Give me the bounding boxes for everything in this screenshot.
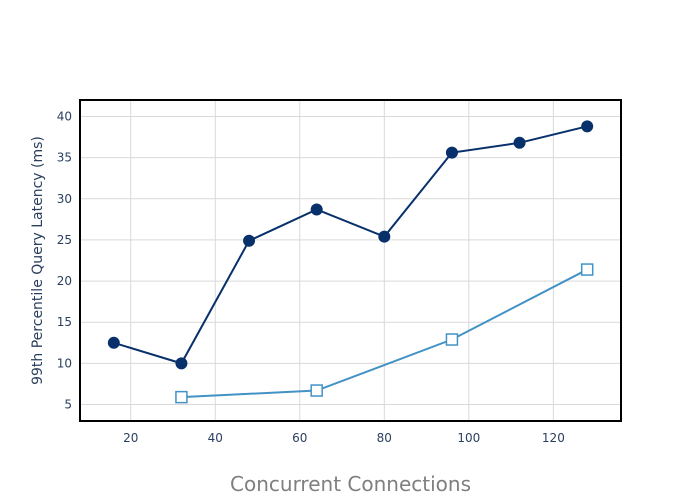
x-tick-label: 20 <box>123 431 138 445</box>
data-point <box>310 384 323 397</box>
series-layer <box>107 120 594 404</box>
data-point <box>580 263 594 276</box>
x-tick-label: 120 <box>542 431 565 445</box>
x-tick-label: 100 <box>457 431 480 445</box>
y-tick-label: 5 <box>64 398 72 412</box>
y-tick-label: 35 <box>57 151 72 165</box>
tick-labels: 20 40 60 80 100 120 5 10 15 20 25 30 35 40 <box>57 109 565 445</box>
data-point <box>445 333 459 346</box>
y-tick-label: 10 <box>57 356 72 370</box>
x-tick-label: 80 <box>377 431 392 445</box>
data-point <box>310 203 323 216</box>
series-2-line <box>181 268 588 399</box>
y-tick-label: 30 <box>57 192 72 206</box>
series-1 <box>107 120 594 370</box>
y-tick-label: 20 <box>57 274 72 288</box>
series-2 <box>175 263 594 404</box>
data-point <box>378 230 391 243</box>
grid <box>80 100 621 421</box>
data-point <box>175 357 188 370</box>
data-point <box>175 390 188 404</box>
data-point <box>243 234 256 247</box>
y-tick-label: 25 <box>57 233 72 247</box>
x-axis-label: Concurrent Connections <box>230 472 471 496</box>
data-point <box>513 136 526 149</box>
y-axis-label: 99th Percentile Query Latency (ms) <box>30 136 46 385</box>
data-point <box>581 120 594 133</box>
x-tick-label: 40 <box>208 431 223 445</box>
plot-area-frame <box>79 99 622 422</box>
series-1-line <box>113 125 588 365</box>
data-point <box>107 336 120 349</box>
y-tick-label: 40 <box>57 109 72 123</box>
x-tick-label: 60 <box>292 431 307 445</box>
data-point <box>445 146 458 159</box>
y-tick-label: 15 <box>57 315 72 329</box>
